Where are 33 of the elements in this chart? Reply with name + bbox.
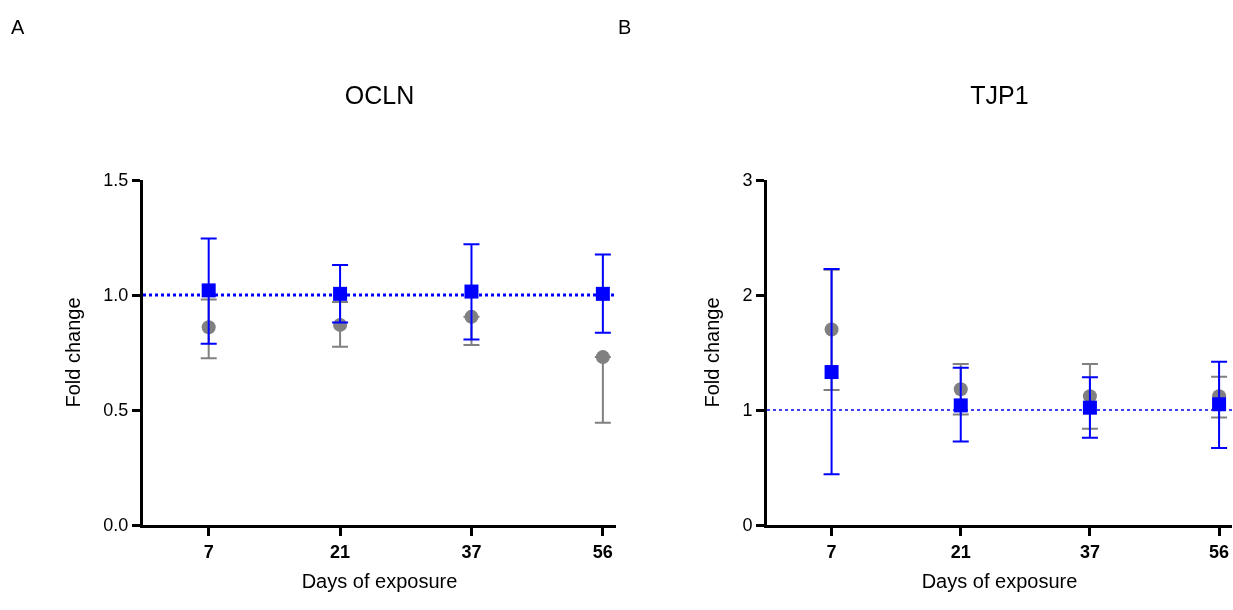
y-tick-label: 1.5 bbox=[103, 170, 129, 191]
point bbox=[595, 286, 610, 301]
x-tick-label: 7 bbox=[826, 541, 837, 562]
y-tick-label: 0 bbox=[742, 515, 753, 536]
chart-title: TJP1 bbox=[970, 80, 1029, 109]
point bbox=[824, 365, 839, 380]
text: A bbox=[11, 16, 25, 38]
point bbox=[595, 350, 610, 365]
x-tick-label: 37 bbox=[1079, 541, 1100, 562]
y-axis-title: Fold change bbox=[61, 297, 84, 408]
point bbox=[1212, 397, 1227, 412]
x-axis-title: Days of exposure bbox=[301, 570, 458, 593]
x-tick-label: 56 bbox=[592, 541, 613, 562]
y-tick-label: 3 bbox=[742, 170, 753, 191]
point bbox=[201, 283, 216, 298]
y-tick-label: 1 bbox=[742, 400, 753, 421]
y-tick-label: 1.0 bbox=[103, 285, 129, 306]
y-tick-label: 2 bbox=[742, 285, 753, 306]
x-tick-label: 21 bbox=[330, 541, 351, 562]
x-tick-label: 56 bbox=[1209, 541, 1230, 562]
x-tick-label: 37 bbox=[461, 541, 482, 562]
point bbox=[1082, 400, 1097, 415]
point bbox=[953, 398, 968, 413]
text: B bbox=[618, 16, 632, 38]
y-tick-label: 0.5 bbox=[103, 400, 129, 421]
chart-title: OCLN bbox=[344, 80, 415, 109]
x-tick-label: 7 bbox=[203, 541, 214, 562]
y-tick-label: 0.0 bbox=[103, 515, 129, 536]
x-tick-label: 21 bbox=[950, 541, 971, 562]
point bbox=[333, 286, 348, 301]
point bbox=[464, 284, 479, 299]
y-axis-title: Fold change bbox=[700, 297, 723, 408]
x-axis-title: Days of exposure bbox=[921, 570, 1078, 593]
